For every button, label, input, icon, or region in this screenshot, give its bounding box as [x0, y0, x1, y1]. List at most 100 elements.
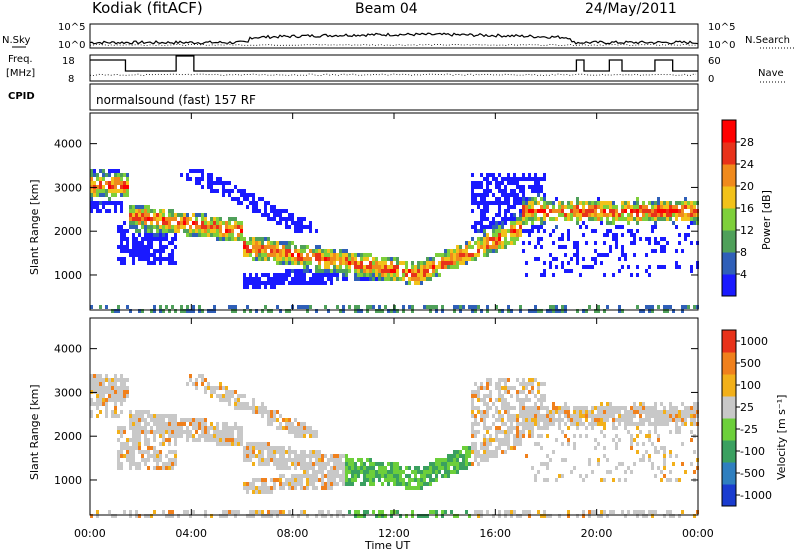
echo-cell — [489, 173, 492, 177]
echo-cell — [537, 406, 540, 410]
echo-cell — [102, 402, 105, 406]
echo-cell — [288, 454, 291, 458]
echo-cell — [105, 398, 108, 402]
echo-cell — [378, 478, 381, 482]
echo-cell — [288, 458, 291, 462]
echo-cell — [336, 277, 339, 281]
echo-cell — [354, 305, 357, 309]
echo-cell — [429, 510, 432, 514]
echo-cell — [210, 173, 213, 177]
echo-cell — [513, 406, 516, 410]
echo-cell — [210, 217, 213, 221]
echo-cell — [666, 478, 669, 482]
echo-cell — [354, 257, 357, 261]
colorbar-tick-label: 25 — [740, 401, 754, 414]
echo-cell — [510, 177, 513, 181]
echo-cell — [210, 426, 213, 430]
echo-cell — [126, 193, 129, 197]
echo-cell — [303, 305, 306, 309]
echo-cell — [399, 474, 402, 478]
echo-cell — [315, 245, 318, 249]
echo-cell — [300, 454, 303, 458]
echo-cell — [147, 217, 150, 221]
echo-cell — [156, 229, 159, 233]
echo-cell — [213, 305, 216, 309]
echo-cell — [279, 281, 282, 285]
echo-cell — [198, 305, 201, 309]
echo-cell — [321, 474, 324, 478]
echo-cell — [639, 209, 642, 213]
echo-cell — [495, 406, 498, 410]
echo-cell — [603, 478, 606, 482]
echo-cell — [294, 229, 297, 233]
echo-cell — [513, 510, 516, 514]
echo-cell — [147, 257, 150, 261]
echo-cell — [672, 406, 675, 410]
echo-cell — [306, 309, 309, 313]
echo-cell — [183, 418, 186, 422]
echo-cell — [492, 454, 495, 458]
echo-cell — [462, 446, 465, 450]
freq-tick-top: 18 — [62, 56, 75, 67]
echo-cell — [159, 253, 162, 257]
echo-cell — [168, 426, 171, 430]
echo-cell — [456, 245, 459, 249]
echo-cell — [678, 410, 681, 414]
echo-cell — [129, 253, 132, 257]
echo-cell — [483, 394, 486, 398]
echo-cell — [138, 221, 141, 225]
echo-cell — [693, 221, 696, 225]
echo-cell — [306, 225, 309, 229]
echo-cell — [480, 386, 483, 390]
echo-cell — [102, 185, 105, 189]
echo-cell — [480, 398, 483, 402]
echo-cell — [660, 478, 663, 482]
echo-cell — [195, 217, 198, 221]
echo-cell — [138, 462, 141, 466]
echo-cell — [171, 257, 174, 261]
date-title: 24/May/2011 — [585, 1, 677, 17]
echo-cell — [258, 454, 261, 458]
echo-cell — [234, 442, 237, 446]
echo-cell — [234, 510, 237, 514]
echo-cell — [480, 458, 483, 462]
echo-cell — [129, 426, 132, 430]
echo-cell — [198, 426, 201, 430]
echo-cell — [336, 273, 339, 277]
echo-cell — [654, 225, 657, 229]
echo-cell — [171, 253, 174, 257]
echo-cell — [525, 398, 528, 402]
echo-cell — [486, 225, 489, 229]
echo-cell — [405, 269, 408, 273]
echo-cell — [216, 189, 219, 193]
echo-cell — [561, 237, 564, 241]
echo-cell — [609, 221, 612, 225]
echo-cell — [324, 514, 327, 518]
echo-cell — [141, 237, 144, 241]
echo-cell — [537, 309, 540, 313]
echo-cell — [252, 209, 255, 213]
echo-cell — [645, 253, 648, 257]
echo-cell — [588, 458, 591, 462]
echo-cell — [486, 177, 489, 181]
echo-cell — [252, 486, 255, 490]
echo-cell — [669, 209, 672, 213]
echo-cell — [645, 406, 648, 410]
echo-cell — [498, 446, 501, 450]
echo-cell — [546, 462, 549, 466]
echo-cell — [522, 197, 525, 201]
echo-cell — [294, 257, 297, 261]
echo-cell — [534, 213, 537, 217]
echo-cell — [246, 446, 249, 450]
echo-cell — [324, 269, 327, 273]
echo-cell — [351, 470, 354, 474]
echo-cell — [198, 434, 201, 438]
echo-cell — [639, 458, 642, 462]
echo-cell — [606, 217, 609, 221]
echo-cell — [507, 434, 510, 438]
echo-cell — [306, 474, 309, 478]
echo-cell — [606, 205, 609, 209]
echo-cell — [417, 273, 420, 277]
echo-cell — [273, 454, 276, 458]
echo-cell — [561, 406, 564, 410]
